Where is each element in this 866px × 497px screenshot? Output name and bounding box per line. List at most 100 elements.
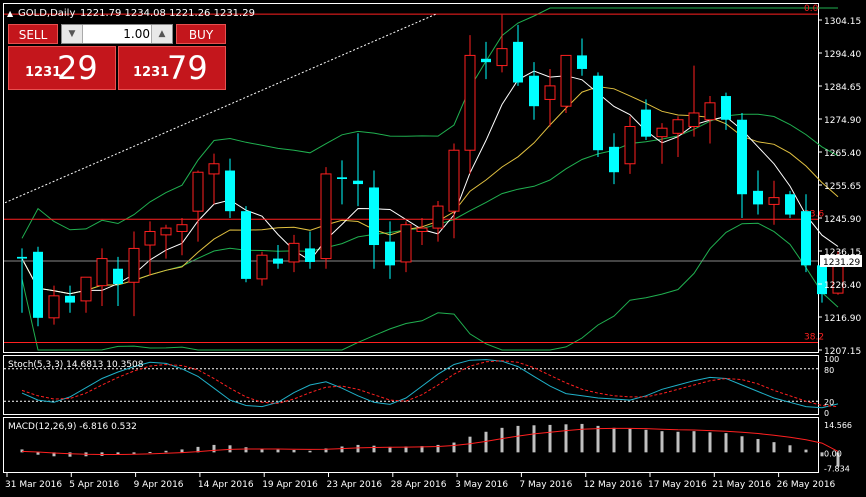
- macd-histogram-bar: [116, 452, 120, 455]
- candle: [320, 167, 332, 269]
- price-axis-label: 1207.15: [824, 347, 861, 357]
- candle: [96, 248, 108, 306]
- time-axis-label: 26 May 2016: [777, 480, 836, 490]
- macd-histogram-bar: [484, 431, 488, 453]
- candle: [656, 123, 668, 164]
- fib-level-label: 38.2: [804, 333, 824, 343]
- macd-histogram-bar: [324, 448, 328, 453]
- lot-size-stepper[interactable]: ▼ ▲: [61, 24, 173, 44]
- candle: [113, 256, 123, 306]
- macd-axis-label: 0.00: [824, 449, 842, 458]
- price-axis-label: 1245.90: [824, 215, 861, 225]
- macd-histogram-bar: [676, 431, 680, 453]
- trend-line[interactable]: [4, 13, 437, 204]
- macd-histogram-bar: [756, 439, 760, 453]
- macd-histogram-bar: [452, 442, 456, 453]
- candle: [353, 133, 363, 207]
- candle: [256, 251, 268, 286]
- buy-button[interactable]: BUY: [176, 24, 226, 44]
- macd-histogram-bar: [596, 425, 600, 453]
- candle: [128, 231, 140, 317]
- candle: [432, 201, 444, 242]
- symbol-collapse-icon[interactable]: ▲: [7, 9, 14, 18]
- current-price-badge: 1231.29: [820, 254, 862, 268]
- svg-text:1231.29: 1231.29: [823, 258, 860, 268]
- candle: [593, 72, 603, 157]
- candle: [481, 41, 491, 80]
- macd-histogram-bar: [212, 444, 216, 453]
- main-chart-frame: [3, 3, 819, 353]
- buy-price-prefix: 1231: [133, 65, 170, 80]
- candle: [513, 24, 523, 86]
- time-axis-label: 17 May 2016: [648, 480, 707, 490]
- candle: [817, 261, 827, 303]
- sell-price-prefix: 1231: [25, 65, 62, 80]
- candle: [464, 35, 476, 174]
- macd-histogram-bar: [52, 452, 56, 457]
- candle: [737, 112, 747, 218]
- macd-histogram-bar: [228, 445, 232, 453]
- time-axis-label: 14 Apr 2016: [198, 480, 254, 490]
- candle: [753, 170, 763, 215]
- time-axis-label: 31 Mar 2016: [5, 480, 62, 490]
- macd-histogram-bar: [580, 423, 584, 453]
- candle: [641, 99, 651, 141]
- stoch-panel-frame: [3, 355, 819, 415]
- buy-price-pips: 79: [167, 49, 208, 87]
- macd-histogram-bar: [404, 446, 408, 453]
- time-axis-label: 12 May 2016: [584, 480, 643, 490]
- macd-histogram-bar: [148, 451, 152, 453]
- price-axis-label: 1294.40: [824, 50, 861, 60]
- macd-histogram-bar: [628, 428, 632, 453]
- candle: [624, 116, 636, 174]
- stoch-axis-label: 0: [824, 409, 829, 418]
- time-axis-label: 5 Apr 2016: [69, 480, 119, 490]
- macd-histogram-bar: [68, 452, 72, 457]
- macd-histogram-bar: [532, 425, 536, 453]
- macd-histogram-bar: [708, 432, 712, 453]
- macd-histogram-bar: [372, 445, 376, 453]
- macd-signal-line: [21, 427, 839, 455]
- candle: [241, 206, 251, 283]
- chart-symbol-label: GOLD,Daily: [18, 8, 75, 19]
- candle: [544, 68, 556, 127]
- candle: [48, 285, 60, 325]
- lot-decrease-icon[interactable]: ▼: [62, 25, 83, 43]
- macd-histogram-bar: [740, 436, 744, 453]
- candle: [721, 92, 731, 130]
- macd-histogram-bar: [244, 447, 248, 453]
- macd-histogram-bar: [276, 449, 280, 453]
- macd-histogram-bar: [260, 449, 264, 453]
- stoch-axis-label: 100: [824, 355, 839, 364]
- candle: [225, 158, 235, 218]
- time-axis-label: 7 May 2016: [519, 480, 572, 490]
- lot-size-input[interactable]: [84, 26, 150, 42]
- moving-average-fast: [21, 70, 839, 295]
- macd-histogram-bar: [612, 427, 616, 453]
- candle: [273, 245, 283, 269]
- time-axis-label: 28 Apr 2016: [391, 480, 447, 490]
- macd-histogram-bar: [20, 449, 24, 453]
- macd-histogram-bar: [420, 446, 424, 453]
- price-axis-label: 1216.90: [824, 314, 861, 324]
- stoch-axis-label: 20: [824, 398, 834, 407]
- candle: [785, 190, 795, 218]
- macd-histogram-bar: [820, 452, 824, 457]
- candle: [192, 170, 204, 242]
- candle: [577, 38, 587, 76]
- macd-histogram-bar: [36, 452, 40, 455]
- sell-button[interactable]: SELL: [8, 24, 58, 44]
- macd-histogram-bar: [548, 424, 552, 453]
- macd-histogram-bar: [468, 436, 472, 453]
- candle: [33, 246, 43, 327]
- lot-increase-icon[interactable]: ▲: [151, 25, 172, 43]
- macd-histogram-bar: [724, 433, 728, 453]
- buy-price-button[interactable]: 1231 79: [118, 46, 226, 90]
- candle: [688, 65, 700, 137]
- price-axis-label: 1274.90: [824, 116, 861, 126]
- candle: [144, 221, 156, 276]
- sell-price-button[interactable]: 1231 29: [8, 46, 116, 90]
- candle: [208, 153, 220, 205]
- price-axis-label: 1304.15: [824, 17, 861, 27]
